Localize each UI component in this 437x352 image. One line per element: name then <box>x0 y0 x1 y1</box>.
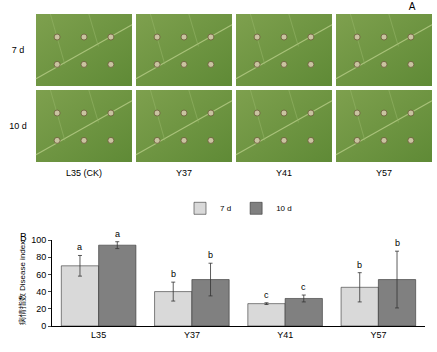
svg-text:Y57: Y57 <box>370 330 386 340</box>
svg-text:B: B <box>20 232 27 243</box>
svg-text:b: b <box>395 238 400 248</box>
svg-text:Y41: Y41 <box>276 168 292 178</box>
svg-text:病情指数 Disease index: 病情指数 Disease index <box>18 241 27 325</box>
svg-text:60: 60 <box>36 270 46 280</box>
svg-text:c: c <box>301 282 306 292</box>
svg-text:A: A <box>409 1 416 12</box>
svg-text:L35: L35 <box>91 330 106 340</box>
svg-text:c: c <box>264 290 269 300</box>
svg-text:b: b <box>208 250 213 260</box>
svg-text:40: 40 <box>36 287 46 297</box>
svg-text:7 d: 7 d <box>220 204 231 213</box>
svg-text:Y57: Y57 <box>376 168 392 178</box>
svg-text:0: 0 <box>41 321 46 331</box>
svg-text:Y37: Y37 <box>184 330 200 340</box>
svg-text:7 d: 7 d <box>12 45 25 55</box>
svg-text:a: a <box>77 242 82 252</box>
svg-text:L35 (CK): L35 (CK) <box>66 168 102 178</box>
svg-text:100: 100 <box>31 235 46 245</box>
svg-text:10 d: 10 d <box>9 121 27 131</box>
svg-text:b: b <box>357 260 362 270</box>
svg-text:a: a <box>115 229 120 239</box>
svg-text:b: b <box>171 269 176 279</box>
svg-text:80: 80 <box>36 252 46 262</box>
svg-text:10 d: 10 d <box>276 204 292 213</box>
svg-text:20: 20 <box>36 304 46 314</box>
svg-text:Y41: Y41 <box>277 330 293 340</box>
svg-text:Y37: Y37 <box>176 168 192 178</box>
